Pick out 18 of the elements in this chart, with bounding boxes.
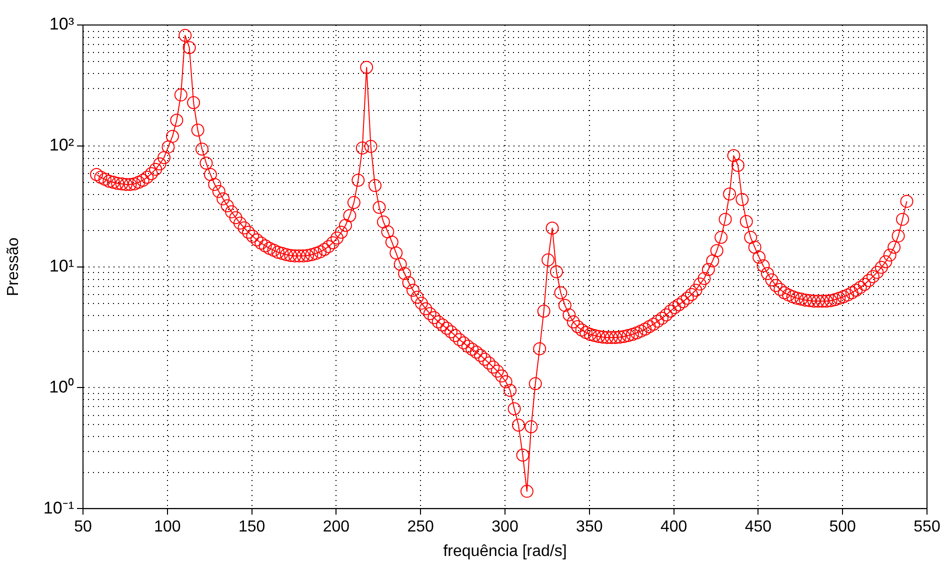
y-tick-label: 10¹ [49,256,74,276]
x-tick-label: 300 [492,518,518,536]
y-tick-label: 10² [49,136,74,155]
x-tick-label: 450 [744,518,772,536]
x-tick-label: 100 [154,518,181,536]
x-axis-title: frequência [rad/s] [443,542,567,560]
x-tick-label: 550 [914,518,940,536]
y-tick-label: 10³ [49,14,74,34]
x-tick-label: 150 [238,518,266,536]
x-tick-label: 400 [660,518,688,536]
x-tick-label: 500 [829,518,856,536]
x-tick-label: 350 [576,518,603,536]
x-tick-label: 250 [407,518,434,536]
x-tick-label: 200 [322,518,350,536]
x-tick-label: 50 [74,518,92,536]
y-axis-title: Pressão [5,237,22,296]
y-tick-label: 10⁻¹ [43,498,74,518]
y-tick-label: 10⁰ [49,377,74,396]
